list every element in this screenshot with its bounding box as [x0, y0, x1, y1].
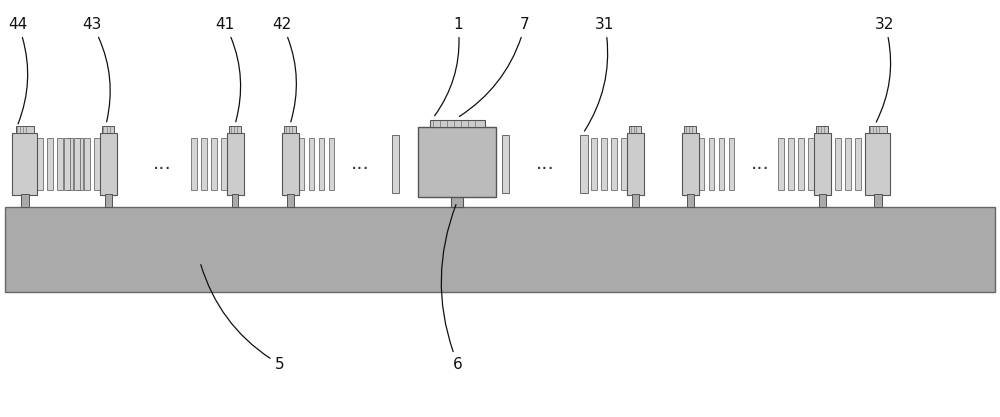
Bar: [328, 138, 334, 190]
Bar: [392, 136, 399, 193]
Bar: [77, 138, 82, 190]
Bar: [502, 136, 509, 193]
Text: ...: ...: [351, 155, 369, 173]
Bar: [318, 138, 324, 190]
Bar: [698, 138, 704, 190]
Text: 5: 5: [201, 265, 285, 372]
Bar: [778, 138, 784, 190]
Bar: [430, 120, 484, 127]
Bar: [601, 138, 606, 190]
Text: ...: ...: [536, 155, 554, 173]
Bar: [287, 194, 294, 207]
Bar: [825, 138, 830, 190]
Bar: [221, 138, 227, 190]
Bar: [67, 138, 72, 190]
Bar: [868, 126, 887, 133]
Text: 31: 31: [585, 17, 615, 131]
Text: ...: ...: [751, 155, 769, 173]
Bar: [845, 138, 851, 190]
Bar: [611, 138, 616, 190]
Bar: [591, 138, 596, 190]
Bar: [12, 133, 37, 195]
Bar: [632, 194, 639, 207]
Text: 41: 41: [215, 17, 241, 122]
Bar: [64, 138, 70, 190]
Bar: [708, 138, 714, 190]
Bar: [835, 138, 840, 190]
Bar: [100, 133, 116, 195]
Text: 43: 43: [82, 17, 110, 122]
Bar: [686, 194, 694, 207]
Bar: [201, 138, 207, 190]
Text: 42: 42: [272, 17, 296, 122]
Text: 7: 7: [459, 17, 530, 116]
Bar: [5, 207, 995, 292]
Bar: [788, 138, 794, 190]
Text: ...: ...: [153, 155, 171, 173]
Bar: [74, 138, 80, 190]
Bar: [229, 126, 241, 133]
Bar: [816, 126, 828, 133]
Bar: [105, 194, 112, 207]
Bar: [629, 126, 641, 133]
Text: 44: 44: [8, 17, 28, 124]
Bar: [855, 138, 861, 190]
Bar: [718, 138, 724, 190]
Bar: [451, 194, 463, 207]
Bar: [282, 133, 298, 195]
Bar: [298, 138, 304, 190]
Bar: [16, 126, 34, 133]
Bar: [47, 138, 53, 190]
Bar: [232, 194, 238, 207]
Bar: [815, 138, 820, 190]
Bar: [684, 126, 696, 133]
Bar: [814, 133, 830, 195]
Bar: [211, 138, 217, 190]
Bar: [728, 138, 734, 190]
Bar: [308, 138, 314, 190]
Bar: [37, 138, 42, 190]
Bar: [865, 133, 890, 195]
Bar: [580, 136, 588, 193]
Bar: [621, 138, 626, 190]
Text: 32: 32: [875, 17, 895, 122]
Text: 6: 6: [441, 205, 463, 372]
Bar: [191, 138, 196, 190]
Bar: [418, 127, 496, 197]
Bar: [808, 138, 814, 190]
Bar: [284, 126, 296, 133]
Bar: [57, 138, 63, 190]
Bar: [626, 133, 644, 195]
Bar: [20, 194, 28, 207]
Bar: [798, 138, 804, 190]
Bar: [226, 133, 244, 195]
Bar: [94, 138, 100, 190]
Bar: [102, 126, 114, 133]
Text: 1: 1: [435, 17, 463, 116]
Bar: [874, 194, 882, 207]
Bar: [818, 194, 826, 207]
Bar: [84, 138, 90, 190]
Bar: [682, 133, 698, 195]
